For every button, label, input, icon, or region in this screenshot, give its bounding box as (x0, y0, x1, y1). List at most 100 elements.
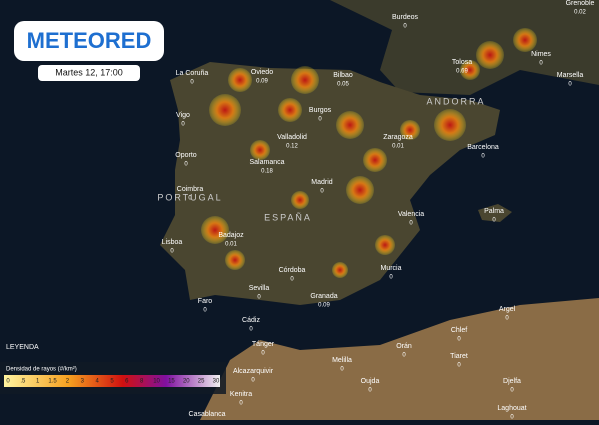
legend-title: LEYENDA (6, 344, 39, 351)
city-name: Burgos (309, 107, 332, 114)
city-name: Barcelona (467, 144, 499, 151)
city-value: 0.01 (392, 144, 404, 150)
city-value: 0 (505, 316, 509, 322)
city-value: 0 (249, 327, 253, 333)
city-value: 0 (181, 122, 185, 128)
timestamp: Martes 12, 17:00 (55, 67, 123, 77)
city-name: Chlef (451, 327, 467, 334)
country-label: ESPAÑA (264, 212, 312, 222)
city-value: 0 (290, 277, 294, 283)
city-value: 0 (184, 162, 188, 168)
city-value: 0 (203, 308, 207, 314)
city-name: Tánger (252, 341, 275, 348)
city-name: Oviedo (251, 69, 273, 76)
legend-label: 15 (168, 379, 175, 385)
city-name: Cádiz (242, 317, 260, 324)
city-name: Lisboa (162, 239, 183, 246)
legend-label: 20 (183, 379, 190, 385)
country-label: PORTUGAL (157, 192, 222, 202)
city-name: Nimes (531, 51, 551, 58)
legend-label: 10 (153, 379, 160, 385)
city-value: 0 (539, 61, 543, 67)
city-name: Grenoble (566, 0, 595, 7)
city-name: Valladolid (277, 134, 307, 141)
legend-label: 1 (36, 379, 40, 385)
city-name: Faro (198, 298, 213, 305)
city-value: 0.01 (225, 242, 237, 248)
legend-label: 4 (95, 379, 99, 385)
country-label: ANDORRA (426, 96, 485, 106)
legend-label: 5 (110, 379, 114, 385)
city-value: 0.69 (456, 69, 468, 75)
city-value: 0 (318, 117, 322, 123)
city-value: 0 (257, 295, 261, 301)
mallorca (478, 204, 512, 222)
legend-scale (4, 375, 220, 387)
city-value: 0 (510, 388, 514, 394)
city-name: Murcia (380, 265, 401, 272)
city-labels: Burdeos 0 Grenoble 0.02 Nimes 0 Marsella 0 Tolos… (157, 0, 595, 425)
city-name: Madrid (311, 179, 333, 186)
city-name: La Coruña (176, 70, 209, 77)
city-value: 0 (188, 196, 192, 202)
logo-box (14, 21, 164, 61)
city-value: 0.05 (337, 82, 349, 88)
city-name: Laghouat (497, 405, 526, 412)
city-name: Melilla (332, 357, 352, 364)
city-value: 0 (389, 275, 393, 281)
city-value: 0 (457, 363, 461, 369)
city-value: 0.02 (574, 10, 586, 16)
city-value: 0 (239, 401, 243, 407)
city-name: Oujda (361, 378, 380, 385)
city-value: 0 (402, 353, 406, 359)
legend-label: .5 (20, 379, 26, 385)
city-value: 0 (170, 249, 174, 255)
legend-label: 0 (6, 379, 10, 385)
city-value: 0 (320, 189, 324, 195)
legend-label: 8 (140, 379, 144, 385)
city-name: Alcazarquivir (233, 368, 274, 375)
city-value: 0 (457, 337, 461, 343)
legend-labels: 0 .5 1 1.5 2 3 4 5 6 8 10 15 20 25 30 (6, 379, 220, 385)
legend-label: 25 (198, 379, 205, 385)
city-name: Palma (484, 208, 504, 215)
city-value: 0 (510, 415, 514, 420)
legend-label: 30 (213, 379, 220, 385)
city-value: 0 (251, 378, 255, 384)
legend-subtitle: Densidad de rayos (#/km²) (6, 367, 77, 373)
logo: METEORED (27, 28, 152, 53)
city-name: Argel (499, 306, 516, 313)
africa (200, 298, 599, 420)
city-value: 0 (492, 218, 496, 224)
timestamp-box (38, 65, 140, 81)
city-value: 0 (409, 221, 413, 227)
city-name: Kenitra (230, 391, 252, 398)
city-name: Vigo (176, 112, 190, 119)
legend-label: 6 (125, 379, 129, 385)
legend-label: 1.5 (48, 379, 57, 385)
france (330, 0, 599, 95)
legend-label: 3 (81, 379, 85, 385)
city-name: Bilbao (333, 72, 353, 79)
city-value: 0 (261, 351, 265, 357)
city-value: 0 (190, 80, 194, 86)
city-name: Salamanca (249, 159, 284, 166)
city-value: 0 (368, 388, 372, 394)
city-name: Djelfa (503, 378, 521, 385)
city-value: 0.12 (286, 144, 298, 150)
city-name: Granada (310, 293, 337, 300)
city-name: Burdeos (392, 14, 419, 21)
city-name: Tolosa (452, 59, 472, 66)
city-name: Tiaret (450, 353, 468, 360)
city-name: Valencia (398, 211, 424, 218)
city-name: Oporto (175, 152, 197, 159)
lightning-areas (201, 28, 537, 278)
city-name: Coimbra (177, 186, 204, 193)
city-value: 0.18 (261, 169, 273, 175)
city-name: Córdoba (279, 267, 306, 274)
legend-label: 2 (66, 379, 70, 385)
city-value: 0.09 (318, 303, 330, 309)
city-value: 0 (403, 24, 407, 30)
